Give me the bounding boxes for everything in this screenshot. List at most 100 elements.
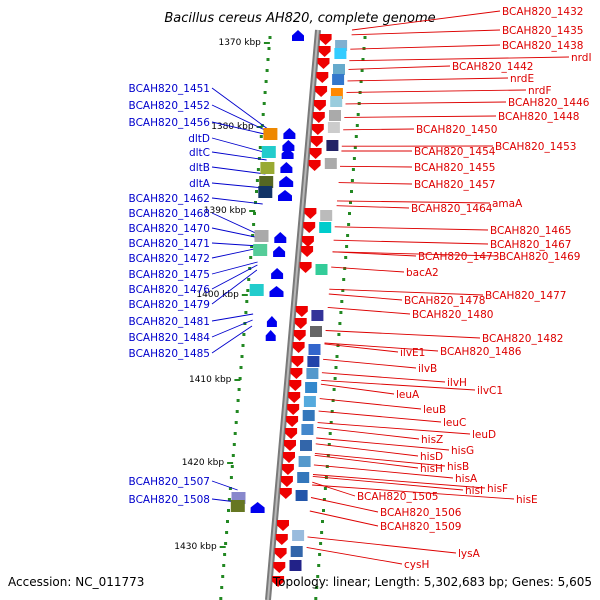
leader-line — [307, 536, 457, 554]
leader-line — [336, 200, 491, 204]
left-gene-label: BCAH820_1462 — [129, 193, 210, 205]
gene-block — [320, 210, 333, 221]
tick-mark — [360, 69, 364, 72]
forward-gene-arrow — [283, 452, 295, 463]
tick-mark — [340, 300, 344, 303]
gene-block — [260, 162, 275, 174]
tick-mark — [339, 311, 343, 314]
leader-line — [211, 87, 270, 131]
tick-mark — [322, 498, 326, 501]
tick-mark — [318, 553, 322, 556]
right-gene-label: hisF — [487, 483, 508, 495]
tick-mark — [343, 267, 347, 270]
tick-mark — [347, 223, 351, 226]
right-gene-label: leuB — [423, 404, 446, 416]
right-gene-label: ilvH — [447, 377, 467, 389]
right-gene-label: ilvE1 — [400, 347, 425, 359]
gene-block — [330, 88, 343, 99]
accession-text: Accession: NC_011773 — [8, 575, 144, 589]
left-gene-labels: BCAH820_1451 BCAH820_1452 BCAH820_1456 dltD… — [129, 83, 211, 506]
right-gene-label: BCAH820_1448 — [498, 111, 579, 123]
tick-mark — [263, 91, 267, 94]
right-gene-label: BCAH820_1478 — [404, 295, 485, 307]
left-gene-label: BCAH820_1484 — [129, 332, 211, 344]
tick-mark — [239, 366, 243, 369]
gene-block — [258, 186, 273, 198]
right-gene-label: BCAH820_1505 — [357, 491, 438, 503]
tick-mark — [354, 135, 358, 138]
left-gene-label: BCAH820_1451 — [129, 83, 210, 95]
tick-mark — [331, 399, 335, 402]
leader-line — [351, 29, 501, 36]
tick-mark — [344, 256, 348, 259]
right-gene-label: BCAH820_1506 — [380, 507, 462, 519]
right-gene-label: BCAH820_1454 — [414, 146, 496, 158]
leader-line — [211, 264, 258, 290]
map-title: Bacillus cereus AH820, complete genome — [164, 11, 435, 26]
scale-label: 1370 kbp — [218, 38, 261, 48]
right-gene-label: hisG — [451, 445, 474, 457]
tick-mark — [350, 179, 354, 182]
forward-gene-arrow — [295, 306, 308, 317]
tick-mark — [222, 564, 226, 567]
leader-line — [346, 89, 527, 93]
tick-mark — [255, 190, 258, 193]
tick-mark — [267, 47, 271, 50]
right-gene-labels: BCAH820_1432 BCAH820_1435 BCAH820_1438nrdI… — [357, 6, 592, 571]
gene-block — [306, 368, 319, 379]
tick-mark — [335, 355, 339, 358]
right-gene-label: BCAH820_1477 — [485, 290, 566, 302]
right-gene-label: ilvC1 — [477, 385, 503, 397]
forward-gene-arrow — [299, 262, 312, 273]
gene-block — [305, 382, 318, 393]
reverse-gene-arrow — [279, 176, 294, 187]
tick-mark — [249, 256, 253, 259]
leader-line — [333, 239, 489, 245]
gene-block — [332, 74, 345, 85]
scale-label: 1410 kbp — [189, 375, 232, 385]
right-gene-label: BCAH820_1469 — [499, 251, 580, 263]
leader-line — [211, 121, 269, 136]
gene-block — [324, 158, 337, 169]
forward-gene-arrow — [274, 548, 287, 559]
leader-line — [321, 372, 446, 383]
right-gene-label: BCAH820_1438 — [502, 40, 583, 52]
forward-gene-arrow — [285, 428, 298, 439]
leader-line — [211, 319, 253, 338]
gene-block — [329, 110, 341, 121]
right-gene-label: BCAH820_1464 — [411, 203, 493, 215]
forward-gene-arrow — [318, 46, 331, 57]
scale-tick — [219, 546, 226, 548]
tick-mark — [333, 377, 337, 380]
right-gene-label: BCAH820_1473 — [418, 251, 499, 263]
left-gene-label: BCAH820_1508 — [129, 494, 210, 506]
leader-line — [312, 474, 486, 489]
reverse-gene-arrow — [282, 140, 295, 151]
tick-mark — [229, 476, 233, 479]
leader-line — [318, 410, 442, 423]
gene-block — [230, 500, 245, 512]
tick-mark — [320, 531, 324, 534]
scale-tick — [234, 379, 241, 381]
forward-gene-arrow — [319, 34, 332, 45]
right-gene-label: hisB — [447, 461, 469, 473]
tick-mark — [327, 443, 331, 446]
gene-block — [292, 530, 305, 541]
tick-mark — [338, 322, 342, 325]
forward-gene-arrow — [284, 440, 296, 451]
reverse-gene-arrow — [271, 268, 284, 279]
scale-tick — [227, 462, 234, 464]
gene-block — [326, 140, 339, 151]
right-gene-label: lysA — [458, 548, 481, 560]
right-gene-label: leuA — [396, 389, 420, 401]
right-gene-label: BCAH820_1480 — [412, 309, 493, 321]
tick-mark — [251, 234, 255, 237]
tick-mark — [247, 278, 251, 281]
gene-block — [308, 344, 321, 355]
right-gene-label: leuD — [472, 429, 496, 441]
leader-line — [211, 313, 254, 322]
tick-mark — [334, 366, 338, 369]
left-gene-label: dltB — [189, 162, 210, 174]
leader-line — [306, 546, 403, 565]
tick-mark — [356, 113, 360, 116]
